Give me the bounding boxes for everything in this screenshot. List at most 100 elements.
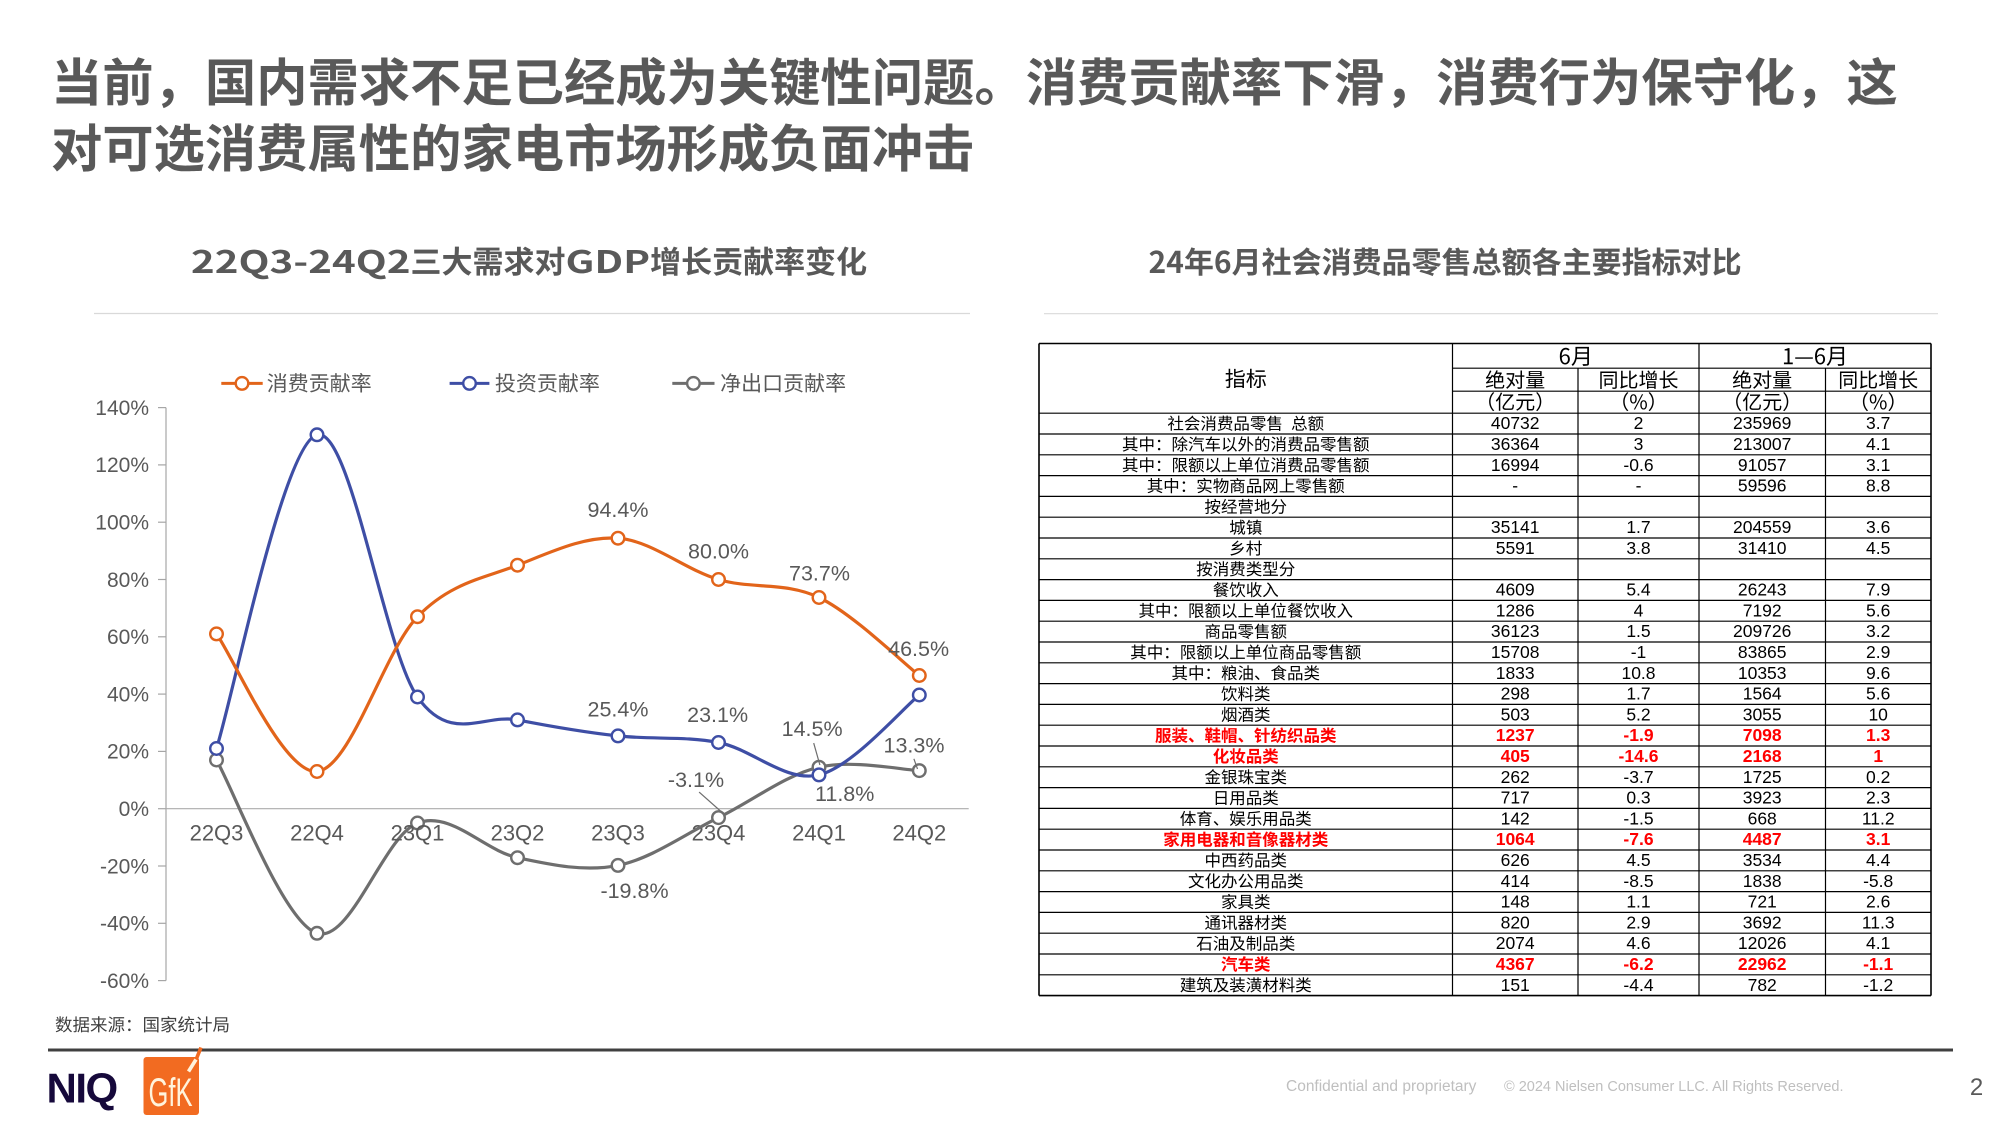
svg-text:1237: 1237 — [1496, 725, 1535, 745]
svg-text:-20%: -20% — [100, 855, 149, 878]
svg-text:120%: 120% — [95, 454, 149, 477]
svg-text:3692: 3692 — [1743, 912, 1782, 932]
svg-text:4.1: 4.1 — [1866, 434, 1890, 454]
svg-text:36123: 36123 — [1491, 621, 1540, 641]
svg-text:1064: 1064 — [1496, 829, 1535, 849]
svg-text:-8.5: -8.5 — [1623, 871, 1653, 891]
svg-text:0%: 0% — [119, 798, 149, 821]
svg-text:-40%: -40% — [100, 913, 149, 936]
svg-text:0.2: 0.2 — [1866, 767, 1890, 787]
svg-text:-1.5: -1.5 — [1623, 808, 1653, 828]
svg-text:151: 151 — [1501, 975, 1530, 995]
svg-text:3: 3 — [1634, 434, 1644, 454]
svg-text:80.0%: 80.0% — [688, 540, 749, 564]
svg-text:94.4%: 94.4% — [588, 498, 649, 522]
svg-text:91057: 91057 — [1738, 455, 1787, 475]
svg-text:31410: 31410 — [1738, 538, 1787, 558]
svg-text:668: 668 — [1748, 808, 1777, 828]
svg-text:-60%: -60% — [100, 970, 149, 993]
svg-text:3.6: 3.6 — [1866, 517, 1890, 537]
svg-text:22962: 22962 — [1738, 954, 1787, 974]
svg-text:717: 717 — [1501, 788, 1530, 808]
svg-text:1.7: 1.7 — [1626, 684, 1650, 704]
svg-text:1286: 1286 — [1496, 600, 1535, 620]
svg-text:-: - — [1636, 476, 1642, 496]
svg-text:3.1: 3.1 — [1866, 829, 1891, 849]
svg-text:GfK: GfK — [149, 1071, 193, 1115]
svg-text:40%: 40% — [107, 683, 149, 706]
svg-text:25.4%: 25.4% — [588, 698, 649, 722]
svg-text:-1.2: -1.2 — [1863, 975, 1893, 995]
svg-text:209726: 209726 — [1733, 621, 1791, 641]
svg-text:2.6: 2.6 — [1866, 892, 1890, 912]
svg-text:4.5: 4.5 — [1866, 538, 1890, 558]
svg-text:10: 10 — [1868, 704, 1888, 724]
svg-text:262: 262 — [1501, 767, 1530, 787]
svg-text:4.6: 4.6 — [1626, 933, 1650, 953]
svg-text:NIQ: NIQ — [47, 1064, 117, 1111]
svg-text:-3.1%: -3.1% — [668, 768, 724, 792]
svg-text:7192: 7192 — [1743, 600, 1782, 620]
svg-text:-19.8%: -19.8% — [600, 879, 668, 903]
svg-text:13.3%: 13.3% — [884, 734, 945, 758]
svg-text:10.8: 10.8 — [1621, 663, 1655, 683]
svg-text:8.8: 8.8 — [1866, 476, 1890, 496]
svg-text:3.1: 3.1 — [1866, 455, 1890, 475]
svg-text:4487: 4487 — [1743, 829, 1782, 849]
svg-text:503: 503 — [1501, 704, 1530, 724]
svg-text:298: 298 — [1501, 684, 1530, 704]
svg-text:721: 721 — [1748, 892, 1777, 912]
svg-text:5591: 5591 — [1496, 538, 1535, 558]
svg-text:11.8%: 11.8% — [815, 782, 874, 806]
svg-text:22Q3: 22Q3 — [190, 821, 244, 846]
svg-text:2.9: 2.9 — [1626, 912, 1650, 932]
svg-text:4.4: 4.4 — [1866, 850, 1891, 870]
svg-text:20%: 20% — [107, 741, 149, 764]
svg-text:1833: 1833 — [1496, 663, 1535, 683]
svg-text:9.6: 9.6 — [1866, 663, 1890, 683]
svg-text:40732: 40732 — [1491, 413, 1540, 433]
svg-text:1564: 1564 — [1743, 684, 1782, 704]
svg-text:5.4: 5.4 — [1626, 580, 1651, 600]
svg-text:626: 626 — [1501, 850, 1530, 870]
svg-text:1.7: 1.7 — [1626, 517, 1650, 537]
svg-text:2074: 2074 — [1496, 933, 1535, 953]
svg-text:26243: 26243 — [1738, 580, 1787, 600]
svg-text:35141: 35141 — [1491, 517, 1540, 537]
svg-text:-1.1: -1.1 — [1863, 954, 1893, 974]
svg-text:4367: 4367 — [1496, 954, 1535, 974]
svg-text:2.9: 2.9 — [1866, 642, 1890, 662]
svg-text:2168: 2168 — [1743, 746, 1782, 766]
svg-text:60%: 60% — [107, 626, 149, 649]
svg-text:-1.9: -1.9 — [1623, 725, 1653, 745]
svg-text:213007: 213007 — [1733, 434, 1791, 454]
svg-text:4.1: 4.1 — [1866, 933, 1890, 953]
svg-text:-6.2: -6.2 — [1623, 954, 1653, 974]
svg-text:14.5%: 14.5% — [782, 717, 843, 741]
svg-text:46.5%: 46.5% — [888, 637, 949, 661]
svg-text:140%: 140% — [95, 397, 149, 420]
svg-text:4.5: 4.5 — [1626, 850, 1650, 870]
svg-text:23Q3: 23Q3 — [591, 821, 645, 846]
svg-text:2: 2 — [1634, 413, 1644, 433]
svg-text:0.3: 0.3 — [1626, 788, 1650, 808]
svg-text:12026: 12026 — [1738, 933, 1787, 953]
svg-text:3.7: 3.7 — [1866, 413, 1890, 433]
svg-text:1725: 1725 — [1743, 767, 1782, 787]
svg-text:23Q2: 23Q2 — [491, 821, 545, 846]
svg-text:235969: 235969 — [1733, 413, 1791, 433]
svg-text:-14.6: -14.6 — [1619, 746, 1659, 766]
svg-text:5.2: 5.2 — [1626, 704, 1650, 724]
svg-text:59596: 59596 — [1738, 476, 1787, 496]
svg-text:22Q4: 22Q4 — [290, 821, 344, 846]
svg-text:7098: 7098 — [1743, 725, 1782, 745]
svg-text:3.2: 3.2 — [1866, 621, 1890, 641]
svg-text:-4.4: -4.4 — [1623, 975, 1653, 995]
svg-text:142: 142 — [1501, 808, 1530, 828]
svg-text:100%: 100% — [95, 512, 149, 535]
svg-text:5.6: 5.6 — [1866, 684, 1890, 704]
svg-text:-7.6: -7.6 — [1623, 829, 1653, 849]
svg-text:405: 405 — [1501, 746, 1530, 766]
svg-text:1.1: 1.1 — [1626, 892, 1650, 912]
svg-text:16994: 16994 — [1491, 455, 1540, 475]
